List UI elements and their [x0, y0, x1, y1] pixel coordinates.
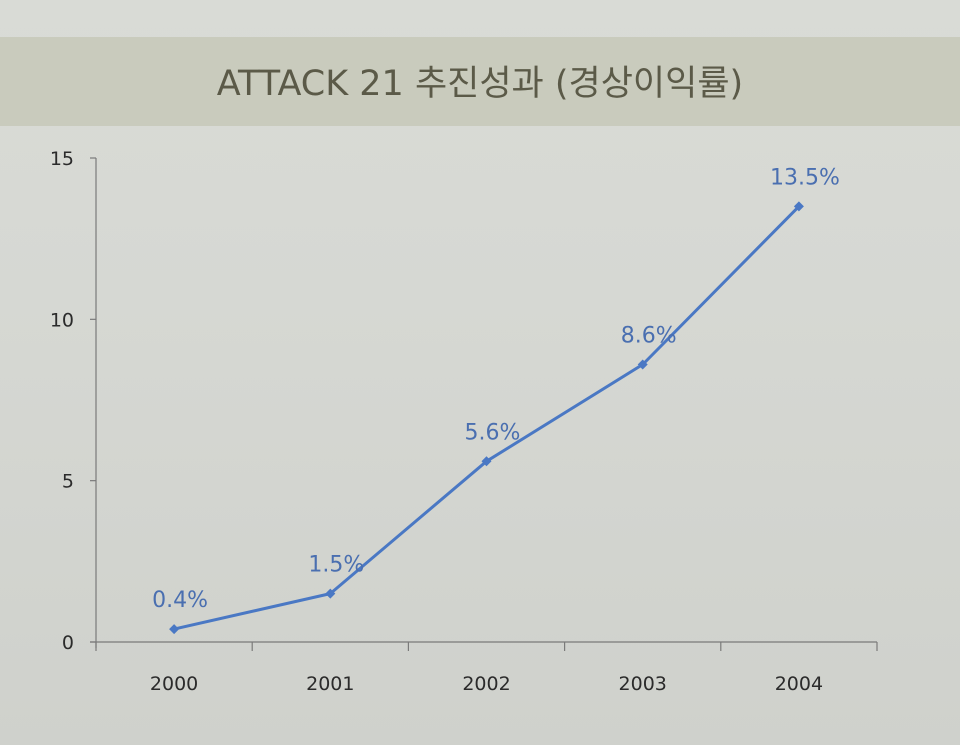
- y-tick-label: 5: [62, 471, 74, 493]
- data-label: 5.6%: [465, 420, 521, 445]
- data-label: 1.5%: [308, 553, 364, 578]
- y-tick-label: 15: [50, 148, 74, 170]
- y-tick-label: 0: [62, 632, 74, 654]
- x-tick-label: 2004: [775, 673, 823, 695]
- x-tick-label: 2002: [462, 673, 510, 695]
- data-label: 8.6%: [621, 324, 677, 349]
- data-point-marker: [325, 588, 336, 599]
- title-band: ATTACK 21 추진성과 (경상이익률): [0, 37, 960, 126]
- data-point-marker: [169, 624, 180, 635]
- data-point-marker: [637, 359, 648, 370]
- data-label: 0.4%: [152, 588, 208, 613]
- y-tick-label: 10: [50, 309, 74, 331]
- x-tick-label: 2003: [619, 673, 667, 695]
- series-line: [173, 205, 800, 631]
- data-point-marker: [793, 201, 804, 212]
- data-label: 13.5%: [770, 165, 840, 190]
- x-tick-label: 2001: [306, 673, 354, 695]
- chart-title: ATTACK 21 추진성과 (경상이익률): [216, 64, 744, 104]
- data-point-marker: [481, 456, 492, 467]
- x-tick-label: 2000: [150, 673, 198, 695]
